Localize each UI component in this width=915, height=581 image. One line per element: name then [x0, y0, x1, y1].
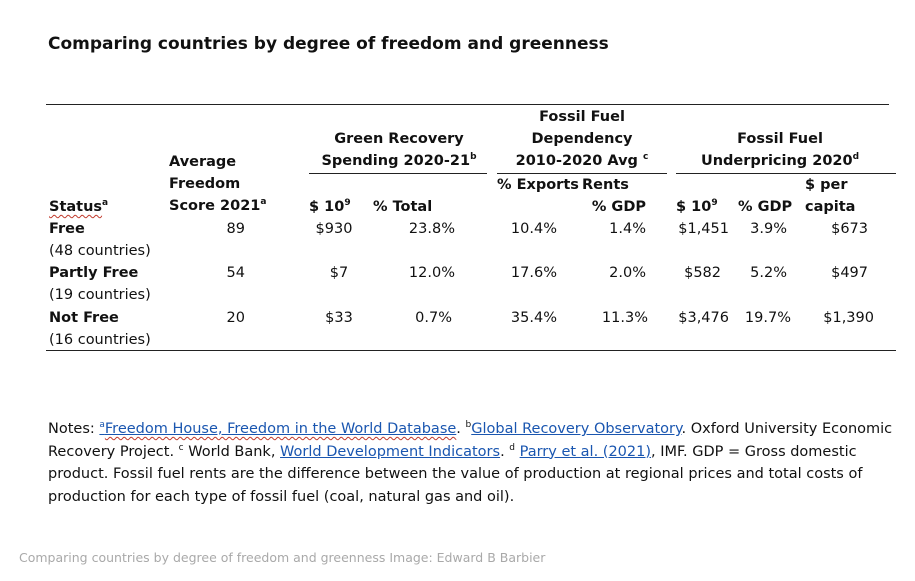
country-count: (16 countries): [49, 332, 151, 348]
underpricing-per-capita-header: $ per capita: [805, 177, 856, 215]
freedom-score: 20: [226, 310, 245, 326]
global-recovery-observatory-link[interactable]: Global Recovery Observatory: [471, 421, 682, 437]
underpricing-usd: $582: [684, 265, 721, 281]
notes: Notes: aFreedom House, Freedom in the Wo…: [48, 420, 893, 505]
underpricing-usd: $3,476: [678, 310, 729, 326]
rents: 1.4%: [609, 221, 646, 237]
freedom-score: 89: [226, 221, 245, 237]
underpricing-per-capita: $1,390: [823, 310, 874, 326]
country-count: (48 countries): [49, 243, 151, 259]
underpricing-gdp-header: % GDP: [738, 199, 793, 215]
underpricing-usd: $1,451: [678, 221, 729, 237]
green-recovery-header: Green Recovery Spending 2020-21b: [321, 131, 477, 169]
freedom-score: 54: [226, 265, 245, 281]
table-row: Not Free (16 countries): [49, 307, 151, 351]
table-bottom-rule: [46, 350, 896, 351]
green-pct: 23.8%: [408, 221, 455, 237]
exports-header: % Exports: [497, 177, 579, 193]
green-usd-header: $ 109: [309, 198, 351, 215]
freedom-house-link[interactable]: aFreedom House, Freedom in the World Dat…: [99, 420, 457, 437]
exports: 17.6%: [510, 265, 557, 281]
freedom-score-header: Average Freedom Score 2021a: [169, 154, 267, 214]
underpricing-per-capita: $497: [831, 265, 868, 281]
parry-2021-link[interactable]: Parry et al. (2021): [519, 443, 652, 460]
world-development-indicators-link[interactable]: World Development Indicators: [280, 443, 501, 460]
status-label: Not Free: [49, 310, 119, 326]
table-top-rule: [46, 104, 889, 105]
fossil-underpricing-header: Fossil Fuel Underpricing 2020d: [700, 131, 860, 169]
country-count: (19 countries): [49, 287, 151, 303]
exports: 10.4%: [510, 221, 557, 237]
green-recovery-rule: [309, 173, 487, 174]
green-pct: 12.0%: [408, 265, 455, 281]
underpricing-per-capita: $673: [831, 221, 868, 237]
table-row: Free (48 countries): [49, 218, 151, 262]
fossil-dependency-header: Fossil Fuel Dependency 2010-2020 Avg c: [515, 109, 649, 169]
green-usd: $930: [315, 221, 353, 237]
table-body: Free (48 countries) 89 $930 23.8% 10.4% …: [0, 218, 915, 348]
rents: 2.0%: [609, 265, 646, 281]
status-label: Partly Free: [49, 265, 139, 281]
underpricing-gdp: 5.2%: [750, 265, 787, 281]
status-header: Statusa: [49, 198, 109, 215]
fossil-dependency-rule: [497, 173, 667, 174]
green-pct-header: % Total: [373, 199, 433, 215]
underpricing-gdp: 3.9%: [750, 221, 787, 237]
rents: 11.3%: [601, 310, 648, 326]
rents-header: Rents % GDP: [582, 177, 646, 215]
page-title: Comparing countries by degree of freedom…: [48, 34, 609, 54]
green-usd: $33: [325, 310, 353, 326]
underpricing-usd-header: $ 109: [676, 198, 718, 215]
exports: 35.4%: [510, 310, 557, 326]
fossil-underpricing-rule: [676, 173, 896, 174]
table-row: Partly Free (19 countries): [49, 262, 151, 306]
underpricing-gdp: 19.7%: [744, 310, 791, 326]
status-label: Free: [49, 221, 85, 237]
image-caption: Comparing countries by degree of freedom…: [19, 550, 546, 565]
green-pct: 0.7%: [415, 310, 452, 326]
green-usd: $7: [329, 265, 349, 281]
